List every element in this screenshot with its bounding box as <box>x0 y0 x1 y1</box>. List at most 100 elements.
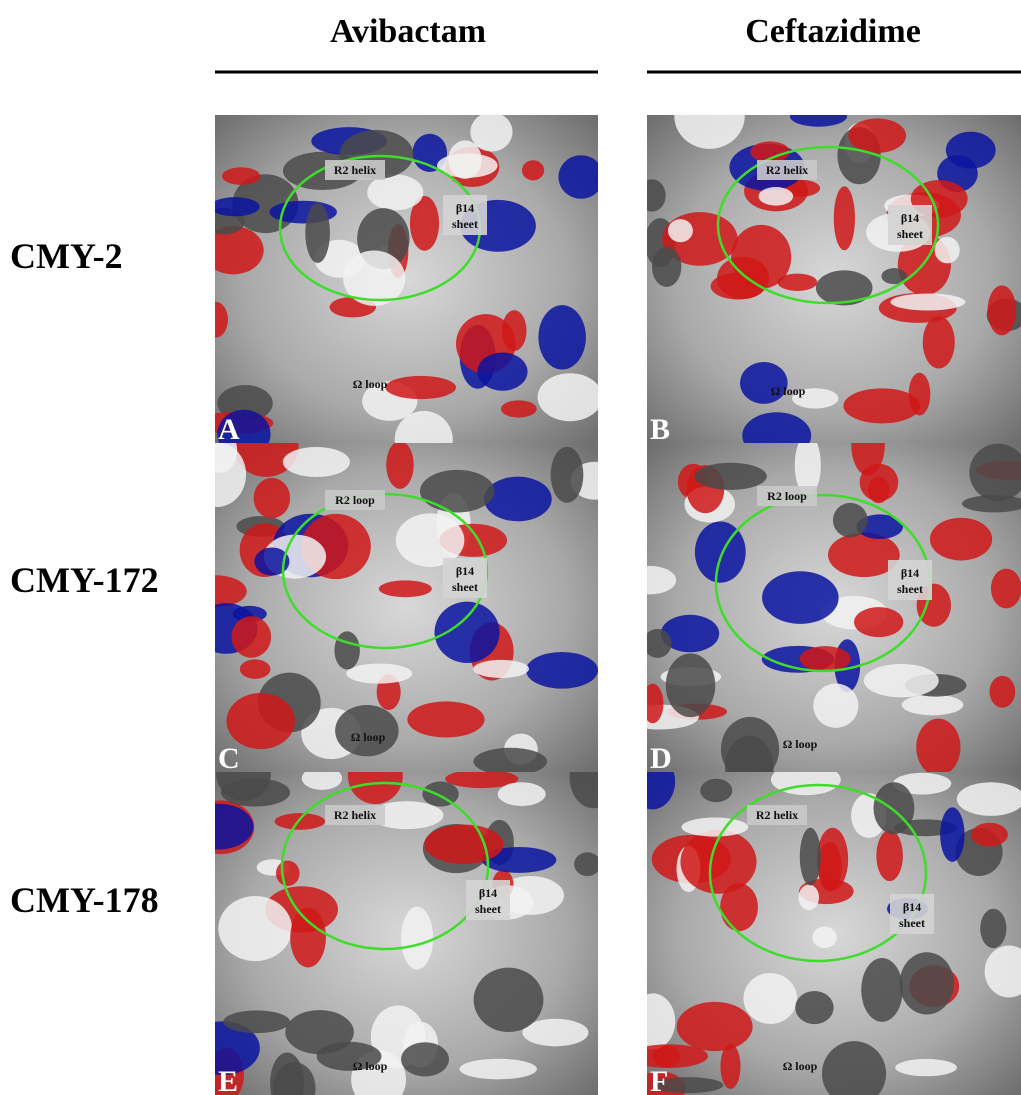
surface-patch <box>630 1044 708 1068</box>
surface-patch <box>474 968 544 1032</box>
surface-patch <box>222 167 260 184</box>
surface-patch <box>799 885 819 911</box>
surface-patch <box>935 237 960 264</box>
panel-letter: C <box>218 742 240 775</box>
surface-patch <box>420 470 495 513</box>
surface-patch <box>666 653 716 717</box>
surface-patch <box>223 1010 290 1033</box>
surface-patch <box>694 463 766 490</box>
surface-patch <box>717 257 769 299</box>
region-label: Ω loop <box>783 737 818 751</box>
surface-patch <box>498 782 546 806</box>
surface-patch <box>833 503 868 538</box>
region-label: sheet <box>452 580 478 594</box>
surface-patch <box>813 684 858 728</box>
region-label: β14 <box>479 886 497 900</box>
surface-patch <box>538 305 586 369</box>
surface-patch <box>980 909 1006 948</box>
figure: Avibactam Ceftazidime CMY-2 CMY-172 CMY-… <box>0 0 1021 1095</box>
surface-patch <box>470 112 512 151</box>
surface-patch <box>989 676 1015 708</box>
surface-patch <box>210 197 259 216</box>
surface-patch <box>812 927 837 948</box>
surface-patch <box>275 813 326 830</box>
surface-patch <box>674 83 744 149</box>
region-label: R2 helix <box>334 808 376 822</box>
region-label: sheet <box>475 902 501 916</box>
surface-patch <box>991 569 1021 609</box>
row-label: CMY-172 <box>10 560 159 600</box>
surface-patch <box>816 270 873 305</box>
panel: R2 loopβ14sheetΩ loopD <box>620 413 1021 801</box>
surface-patch <box>720 1044 740 1089</box>
surface-patch <box>203 302 228 338</box>
surface-patch <box>946 132 996 169</box>
region-label: R2 helix <box>334 163 376 177</box>
surface-patch <box>526 652 598 689</box>
surface-patch <box>231 616 271 658</box>
surface-patch <box>642 684 663 724</box>
surface-patch <box>743 973 797 1024</box>
surface-patch <box>895 1059 957 1076</box>
surface-patch <box>864 664 939 697</box>
region-label: Ω loop <box>353 377 388 391</box>
surface-patch <box>459 1059 536 1080</box>
surface-patch <box>407 701 484 737</box>
surface-patch <box>843 388 920 423</box>
surface-patch <box>638 179 665 211</box>
surface-patch <box>334 631 359 669</box>
panel: R2 helix β14 sheet Ω loop E <box>184 746 617 1095</box>
surface-patch <box>379 580 432 597</box>
surface-patch <box>681 818 748 837</box>
surface-patch <box>551 447 584 503</box>
region-label: Ω loop <box>351 730 386 744</box>
surface-patch <box>643 629 671 658</box>
surface-patch <box>501 400 537 417</box>
surface-patch <box>285 1010 354 1054</box>
surface-patch <box>834 186 855 250</box>
region-label: Ω loop <box>353 1059 388 1073</box>
region-label: sheet <box>897 582 923 596</box>
panel-letter: E <box>218 1065 238 1095</box>
region-label: Ω loop <box>771 384 806 398</box>
surface-patch <box>473 660 529 678</box>
surface-patch <box>762 571 839 624</box>
surface-patch <box>795 991 833 1024</box>
panel-letter: D <box>650 742 672 775</box>
surface-patch <box>668 219 693 242</box>
surface-patch <box>473 748 547 775</box>
surface-patch <box>868 477 890 504</box>
region-label: β14 <box>903 900 921 914</box>
surface-patch <box>818 842 842 891</box>
surface-patch <box>631 993 676 1049</box>
surface-patch <box>800 828 821 886</box>
region-label: β14 <box>456 201 474 215</box>
region-label: Ω loop <box>783 1059 818 1073</box>
surface-patch <box>385 376 456 399</box>
surface-patch <box>188 442 246 507</box>
region-label: β14 <box>901 566 919 580</box>
row-label: CMY-178 <box>10 880 159 920</box>
surface-patch <box>854 607 903 637</box>
region-label: R2 loop <box>335 493 375 507</box>
surface-patch <box>902 694 964 715</box>
surface-patch <box>346 663 412 683</box>
column-header: Ceftazidime <box>745 13 921 50</box>
surface-patch <box>290 907 326 967</box>
surface-patch <box>401 907 433 970</box>
surface-patch <box>538 373 603 421</box>
surface-patch <box>677 1002 753 1051</box>
surface-patch <box>477 353 527 391</box>
surface-patch <box>558 155 603 199</box>
surface-patch <box>876 830 903 881</box>
surface-patch <box>624 566 677 594</box>
row-label: CMY-2 <box>10 236 123 276</box>
region-label: sheet <box>452 217 478 231</box>
surface-patch <box>759 187 794 206</box>
surface-patch <box>484 477 552 522</box>
surface-patch <box>916 719 960 776</box>
